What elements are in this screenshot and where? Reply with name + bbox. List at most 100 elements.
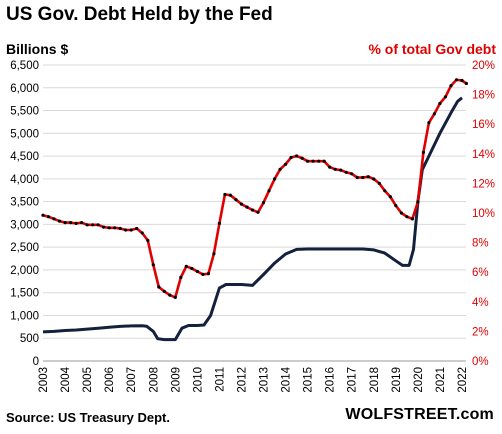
x-tick-label: 2017 [347, 367, 359, 393]
pct-data-point [234, 198, 238, 202]
pct-data-point [311, 159, 315, 163]
pct-data-point [217, 221, 221, 225]
left-tick-label: 5,500 [10, 106, 39, 118]
left-axis-ticks: 0 500 1,000 1,500 2,000 2,500 3,000 3,500 4,000 4… [10, 60, 39, 368]
right-axis-ticks: 0% 2% 4% 6% 8% 10% 12% 14% 16% 18% 20% [472, 60, 495, 368]
right-tick-label: 10% [472, 208, 495, 220]
pct-data-point [344, 170, 348, 174]
right-tick-label: 4% [472, 297, 489, 309]
pct-data-point [118, 226, 122, 231]
x-tick-label: 2022 [457, 367, 469, 393]
pct-data-point [41, 213, 45, 217]
left-tick-label: 4,000 [10, 174, 39, 186]
pct-data-point [460, 78, 464, 83]
x-tick-label: 2005 [82, 367, 94, 393]
pct-data-point [383, 189, 387, 193]
x-tick-label: 2013 [259, 367, 271, 393]
pct-data-point [245, 205, 249, 209]
pct-data-point [366, 175, 370, 179]
series-layer [41, 78, 468, 342]
pct-data-point [322, 159, 326, 163]
pct-data-point [394, 204, 398, 208]
pct-data-point [239, 202, 244, 206]
x-tick-label: 2020 [413, 367, 425, 393]
pct-data-point [206, 272, 210, 276]
pct-data-point [256, 210, 260, 214]
right-tick-label: 8% [472, 238, 489, 250]
x-tick-label: 2010 [192, 367, 204, 393]
x-tick-label: 2018 [369, 367, 381, 393]
x-tick-label: 2019 [391, 367, 403, 393]
pct-data-point [267, 189, 271, 193]
pct-data-point [432, 112, 436, 116]
x-tick-label: 2003 [38, 367, 50, 393]
pct-data-point [212, 252, 216, 256]
x-tick-label: 2011 [214, 367, 226, 392]
left-tick-label: 2,500 [10, 242, 39, 254]
pct-data-point [306, 159, 310, 163]
x-tick-label: 2014 [281, 366, 293, 392]
pct-data-point [85, 223, 89, 227]
pct-data-point [333, 167, 337, 171]
pct-data-point [449, 84, 453, 88]
pct-data-point [168, 293, 172, 297]
x-tick-label: 2008 [148, 367, 160, 393]
pct-data-point [74, 221, 78, 225]
left-tick-label: 500 [20, 333, 39, 345]
pct-data-point [173, 295, 177, 299]
x-axis-ticks: 2003 2004 2005 2006 2007 2008 2009 2010 2011 2012… [38, 366, 469, 392]
x-tick-label: 2009 [170, 367, 182, 393]
pct-data-point [278, 167, 282, 171]
x-tick-label: 2021 [435, 367, 447, 393]
x-tick-label: 2007 [126, 367, 138, 393]
left-tick-label: 2,000 [10, 265, 39, 277]
pct-data-point [295, 154, 299, 158]
left-tick-label: 6,500 [10, 60, 39, 72]
pct-data-point [46, 215, 51, 219]
pct-data-point [405, 215, 409, 219]
pct-data-point [289, 155, 293, 160]
pct-data-point [427, 121, 431, 125]
right-tick-label: 16% [472, 119, 495, 131]
pct-data-point [80, 221, 84, 225]
pct-data-point [179, 275, 183, 279]
left-tick-label: 1,000 [10, 310, 39, 322]
debt-billions-line [42, 96, 463, 342]
pct-data-point [250, 208, 255, 212]
right-tick-label: 0% [472, 356, 489, 368]
pct-data-point [146, 238, 150, 242]
pct-data-point [102, 225, 106, 229]
pct-data-point [91, 223, 95, 227]
left-axis-label: Billions $ [6, 41, 69, 57]
pct-data-point [355, 175, 359, 180]
left-tick-label: 6,000 [10, 83, 39, 95]
left-tick-label: 0 [33, 356, 39, 368]
pct-data-point [113, 226, 117, 230]
pct-data-point [464, 81, 468, 86]
pct-data-point [63, 221, 67, 225]
x-tick-label: 2015 [303, 367, 315, 393]
right-tick-label: 18% [472, 90, 495, 102]
pct-data-point [410, 217, 414, 221]
pct-data-point [69, 221, 73, 225]
pct-data-point [52, 217, 56, 221]
pct-data-point [372, 177, 376, 181]
pct-data-point [195, 269, 199, 274]
pct-data-point [284, 162, 288, 166]
right-tick-label: 20% [472, 60, 495, 72]
pct-data-point [377, 181, 381, 185]
pct-data-point [328, 165, 332, 169]
pct-data-point [124, 228, 128, 232]
pct-data-point [361, 175, 365, 180]
pct-data-point [388, 195, 392, 199]
pct-data-point [140, 231, 144, 235]
x-tick-label: 2004 [60, 366, 72, 392]
pct-data-point [261, 201, 266, 205]
pct-data-point [273, 177, 277, 181]
left-tick-label: 1,500 [10, 288, 39, 300]
x-tick-label: 2012 [236, 367, 248, 393]
pct-data-point [339, 168, 343, 172]
pct-data-point [399, 211, 403, 215]
pct-data-point [184, 264, 188, 268]
